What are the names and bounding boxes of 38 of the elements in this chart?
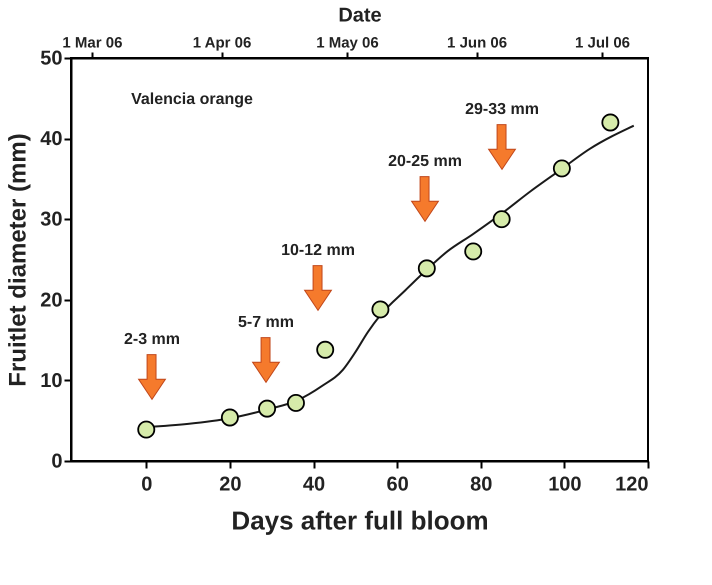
y-tick-label: 30 — [40, 208, 62, 231]
annotation: 20-25 mm — [388, 153, 462, 170]
annotation: 5-7 mm — [238, 314, 294, 331]
annotation: 2-3 mm — [124, 331, 180, 348]
point — [464, 242, 482, 260]
point — [552, 159, 571, 178]
y-tick-label: 0 — [51, 450, 62, 472]
y-tick-label: 40 — [40, 128, 62, 150]
x-tick-label: 100 — [548, 474, 582, 496]
point — [492, 210, 511, 228]
x2-tick-label: 1 Jul 06 — [574, 34, 630, 52]
annotation: 10-12 mm — [281, 242, 355, 259]
point — [601, 114, 620, 132]
x-tick-label: 60 — [386, 474, 409, 496]
x2-tick-label: 1 Apr 06 — [192, 34, 252, 52]
point — [286, 394, 305, 412]
y-tick-label: 10 — [40, 370, 62, 392]
x2-tick-label: 1 Jun 06 — [447, 34, 508, 52]
x2-tick-label: 1 May 06 — [316, 34, 379, 52]
x2-axis-title: Date — [338, 4, 382, 26]
y-tick-label: 20 — [40, 289, 62, 312]
y-tick-label: 50 — [40, 48, 62, 70]
annotation: 29-33 mm — [465, 101, 539, 118]
x-tick-label: 0 — [141, 474, 152, 496]
point — [418, 259, 436, 278]
x2-tick-label: 1 Mar 06 — [62, 34, 122, 52]
point — [371, 300, 390, 318]
x-tick-label: 120 — [615, 474, 648, 496]
x-tick-label: 40 — [302, 474, 326, 496]
x-tick-label: 80 — [470, 474, 492, 496]
y-axis-title: Fruitlet diameter (mm) — [4, 133, 32, 387]
x-axis-title: Days after full bloom — [231, 506, 489, 536]
point — [137, 420, 156, 439]
point — [258, 400, 276, 418]
x-tick-label: 20 — [219, 474, 242, 496]
point — [316, 340, 334, 359]
point — [220, 408, 239, 426]
annotation: Valencia orange — [131, 91, 254, 108]
